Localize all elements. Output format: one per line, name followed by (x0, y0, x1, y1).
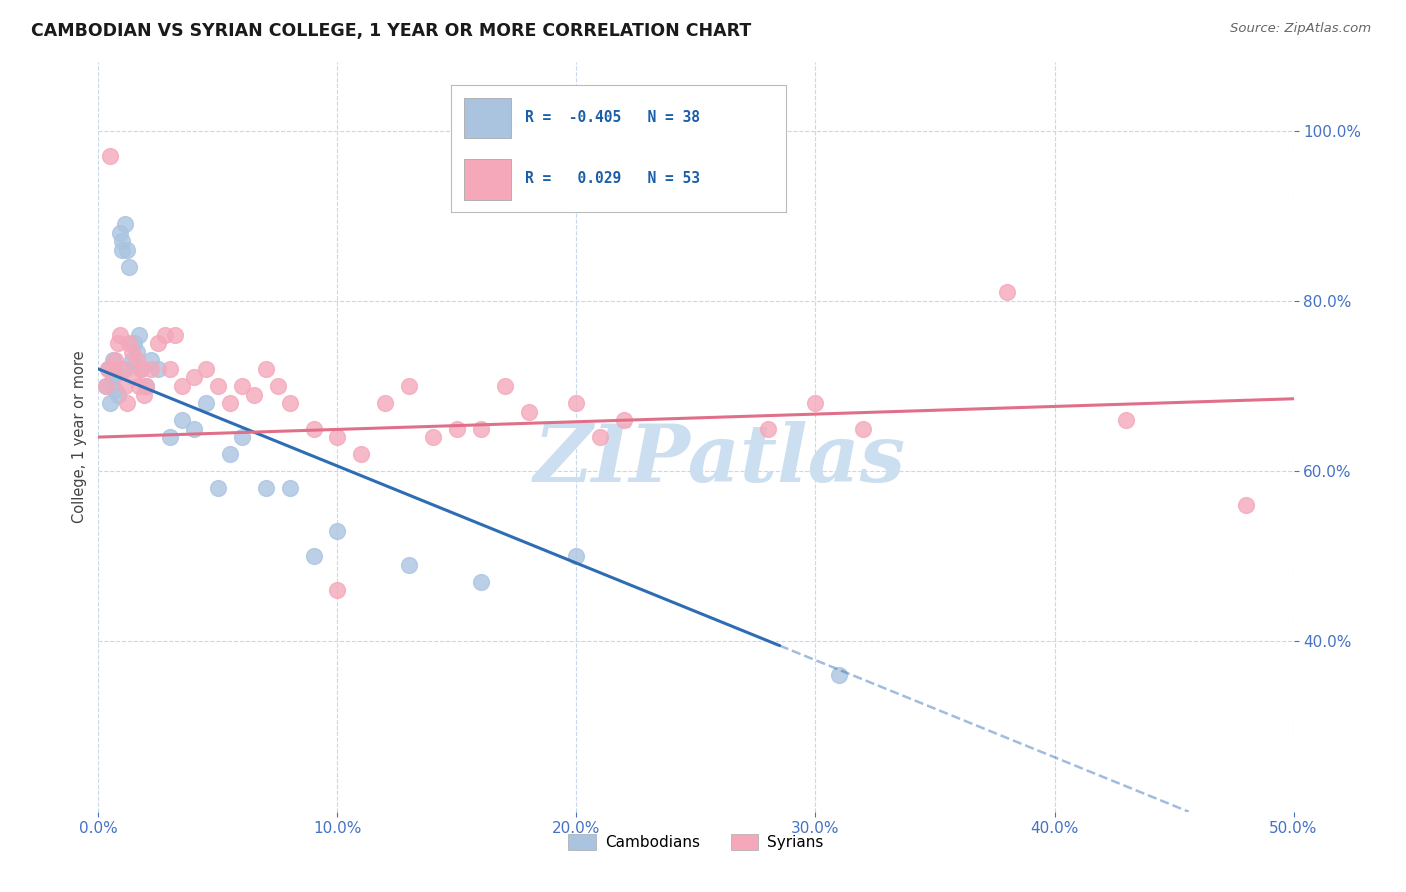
Point (470, 574, 492, 589)
Point (163, 327, 186, 342)
Point (183, 421, 205, 435)
Point (107, 336, 129, 351)
Point (104, 366, 127, 380)
Point (108, 226, 131, 240)
Point (422, 430, 444, 444)
Point (118, 260, 141, 274)
Point (172, 379, 194, 393)
Point (1234, 498, 1257, 512)
Point (231, 379, 253, 393)
Point (139, 362, 162, 376)
Point (97, 362, 120, 376)
Point (398, 379, 420, 393)
Point (111, 234, 134, 248)
Point (565, 396, 588, 410)
Point (517, 404, 540, 418)
Point (131, 362, 153, 376)
Point (121, 345, 143, 359)
Point (302, 549, 325, 564)
Point (207, 379, 229, 393)
Point (326, 524, 349, 538)
Y-axis label: College, 1 year or more: College, 1 year or more (72, 351, 87, 524)
Point (278, 396, 301, 410)
Point (131, 362, 153, 376)
Point (135, 379, 157, 393)
Point (231, 430, 253, 444)
Point (114, 217, 136, 231)
Point (374, 396, 396, 410)
Point (254, 481, 277, 495)
Point (124, 336, 146, 351)
Point (756, 421, 779, 435)
Point (195, 362, 218, 376)
Point (470, 421, 492, 435)
Point (125, 353, 148, 368)
Point (804, 396, 827, 410)
Point (97, 362, 120, 376)
Point (589, 430, 612, 444)
Point (94, 379, 117, 393)
Point (124, 370, 146, 384)
Point (159, 362, 181, 376)
Point (995, 285, 1018, 300)
Point (195, 396, 218, 410)
Point (398, 558, 420, 572)
Point (326, 430, 349, 444)
Point (111, 243, 134, 257)
Point (114, 379, 136, 393)
Point (107, 387, 129, 401)
Point (121, 353, 143, 368)
Point (128, 379, 150, 393)
Point (828, 668, 851, 682)
Point (278, 481, 301, 495)
Point (98, 149, 122, 163)
Point (1115, 413, 1137, 427)
Point (104, 353, 127, 368)
Point (254, 362, 277, 376)
Point (350, 447, 373, 461)
Point (494, 379, 516, 393)
Point (219, 396, 242, 410)
Point (159, 430, 181, 444)
Point (94, 379, 117, 393)
Point (128, 327, 150, 342)
Point (172, 413, 194, 427)
Point (326, 583, 349, 598)
Point (101, 353, 124, 368)
Point (139, 353, 162, 368)
Text: CAMBODIAN VS SYRIAN COLLEGE, 1 YEAR OR MORE CORRELATION CHART: CAMBODIAN VS SYRIAN COLLEGE, 1 YEAR OR M… (31, 22, 751, 40)
Point (104, 384, 127, 398)
Point (155, 327, 177, 342)
Point (243, 387, 266, 401)
Text: ZIPatlas: ZIPatlas (534, 421, 905, 499)
Point (148, 362, 170, 376)
Text: Source: ZipAtlas.com: Source: ZipAtlas.com (1230, 22, 1371, 36)
Point (132, 387, 155, 401)
Point (565, 549, 588, 564)
Point (114, 362, 136, 376)
Point (98, 396, 122, 410)
Point (115, 243, 138, 257)
Point (135, 379, 157, 393)
Point (101, 370, 124, 384)
Point (302, 421, 325, 435)
Point (101, 362, 124, 376)
Point (111, 362, 134, 376)
Point (118, 336, 141, 351)
Point (108, 327, 131, 342)
Point (183, 370, 205, 384)
Point (852, 421, 875, 435)
Point (125, 345, 148, 359)
Point (148, 336, 170, 351)
Point (267, 379, 290, 393)
Point (219, 447, 242, 461)
Point (446, 421, 468, 435)
Point (613, 413, 636, 427)
Point (207, 481, 229, 495)
Legend: Cambodians, Syrians: Cambodians, Syrians (562, 829, 830, 856)
Point (115, 396, 138, 410)
